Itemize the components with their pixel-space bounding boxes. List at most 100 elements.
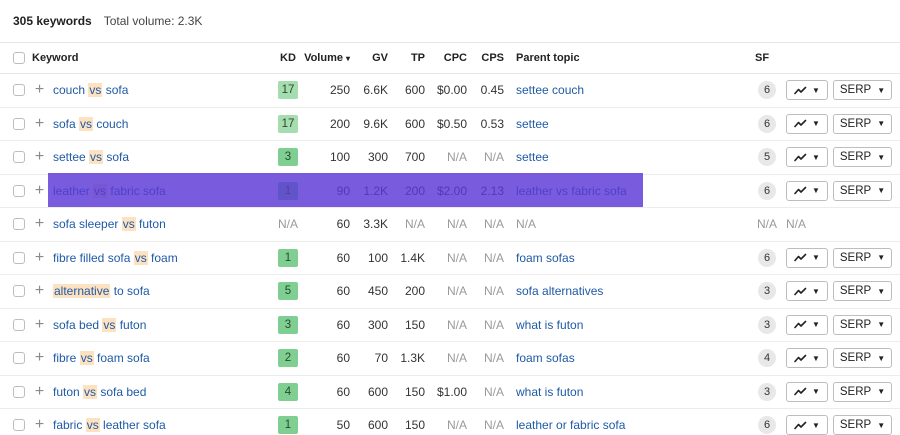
table-row[interactable]: + leather vs fabric sofa 1 90 1.2K 200 $2.00 2.… bbox=[0, 175, 900, 208]
row-checkbox[interactable] bbox=[13, 117, 25, 130]
serp-button[interactable]: SERP ▼ bbox=[833, 381, 892, 402]
plus-icon[interactable]: + bbox=[34, 181, 45, 199]
row-checkbox[interactable] bbox=[13, 385, 25, 398]
trend-button[interactable]: ▼ bbox=[786, 314, 828, 335]
plus-icon[interactable]: + bbox=[34, 81, 45, 99]
gv-cell: 450 bbox=[352, 275, 388, 308]
parent-topic-cell: settee couch bbox=[516, 74, 716, 107]
keyword-link[interactable]: futon vs sofa bed bbox=[53, 384, 146, 399]
parent-topic-link[interactable]: foam sofas bbox=[516, 250, 575, 265]
table-row[interactable]: + fibre filled sofa vs foam 1 60 100 1.4K N/A N… bbox=[0, 242, 900, 275]
trend-button[interactable]: ▼ bbox=[786, 80, 828, 101]
table-row[interactable]: + fabric vs leather sofa 1 50 600 150 N/A N/A le… bbox=[0, 409, 900, 435]
plus-icon[interactable]: + bbox=[34, 282, 45, 300]
table-row[interactable]: + alternative to sofa 5 60 450 200 N/A N/A sofa … bbox=[0, 275, 900, 309]
keyword-link[interactable]: sofa bed vs futon bbox=[53, 317, 146, 332]
serp-features-count[interactable]: 6 bbox=[758, 81, 776, 100]
serp-features-count[interactable]: 3 bbox=[758, 382, 776, 401]
row-checkbox[interactable] bbox=[13, 318, 25, 331]
column-header-kd[interactable]: KD bbox=[280, 52, 296, 64]
row-checkbox[interactable] bbox=[13, 285, 25, 298]
keyword-link[interactable]: sofa sleeper vs futon bbox=[53, 217, 166, 232]
trend-button[interactable]: ▼ bbox=[786, 415, 828, 435]
keyword-link[interactable]: settee vs sofa bbox=[53, 150, 129, 165]
plus-icon[interactable]: + bbox=[34, 114, 45, 132]
column-header-keyword[interactable]: Keyword bbox=[32, 52, 79, 64]
plus-icon[interactable]: + bbox=[34, 248, 45, 266]
row-checkbox[interactable] bbox=[13, 184, 25, 197]
serp-features-count[interactable]: 3 bbox=[758, 282, 776, 301]
column-header-cps[interactable]: CPS bbox=[481, 52, 504, 64]
parent-topic-link[interactable]: sofa alternatives bbox=[516, 284, 604, 299]
serp-features-count[interactable]: 3 bbox=[758, 315, 776, 334]
parent-topic-link[interactable]: leather vs fabric sofa bbox=[516, 183, 627, 198]
parent-topic-link[interactable]: what is futon bbox=[516, 317, 584, 332]
column-header-parent-topic[interactable]: Parent topic bbox=[516, 52, 580, 64]
serp-button[interactable]: SERP ▼ bbox=[833, 348, 892, 369]
keyword-link[interactable]: fibre vs foam sofa bbox=[53, 351, 150, 366]
table-row[interactable]: + couch vs sofa 17 250 6.6K 600 $0.00 0.45 sette… bbox=[0, 74, 900, 108]
parent-topic-link[interactable]: settee bbox=[516, 116, 549, 131]
kd-badge: 2 bbox=[278, 349, 298, 368]
trend-button[interactable]: ▼ bbox=[786, 247, 828, 268]
plus-icon[interactable]: + bbox=[34, 382, 45, 400]
trend-button[interactable]: ▼ bbox=[786, 348, 828, 369]
keyword-link[interactable]: sofa vs couch bbox=[53, 116, 128, 131]
parent-topic-link[interactable]: leather or fabric sofa bbox=[516, 418, 626, 433]
volume-value: 60 bbox=[336, 317, 350, 332]
trend-button[interactable]: ▼ bbox=[786, 381, 828, 402]
table-row[interactable]: + futon vs sofa bed 4 60 600 150 $1.00 N/A what … bbox=[0, 376, 900, 409]
row-checkbox[interactable] bbox=[13, 218, 25, 231]
parent-topic-link[interactable]: what is futon bbox=[516, 384, 584, 399]
plus-icon[interactable]: + bbox=[34, 215, 45, 233]
row-checkbox[interactable] bbox=[13, 419, 25, 432]
trend-button[interactable]: ▼ bbox=[786, 281, 828, 302]
keyword-link[interactable]: fibre filled sofa vs foam bbox=[53, 250, 178, 265]
serp-features-count[interactable]: 6 bbox=[758, 416, 776, 435]
table-row[interactable]: + fibre vs foam sofa 2 60 70 1.3K N/A N/A foam s… bbox=[0, 342, 900, 376]
column-header-sf[interactable]: SF bbox=[755, 52, 770, 64]
keyword-link[interactable]: couch vs sofa bbox=[53, 83, 128, 98]
keyword-link[interactable]: leather vs fabric sofa bbox=[53, 183, 166, 198]
parent-topic-link[interactable]: foam sofas bbox=[516, 351, 575, 366]
parent-topic-link[interactable]: settee couch bbox=[516, 83, 585, 98]
row-checkbox[interactable] bbox=[13, 84, 25, 97]
trend-button[interactable]: ▼ bbox=[786, 147, 828, 168]
serp-button[interactable]: SERP ▼ bbox=[833, 415, 892, 435]
trend-button[interactable]: ▼ bbox=[786, 180, 828, 201]
plus-icon[interactable]: + bbox=[34, 315, 45, 333]
trend-button[interactable]: ▼ bbox=[786, 113, 828, 134]
serp-button[interactable]: SERP ▼ bbox=[833, 247, 892, 268]
serp-button[interactable]: SERP ▼ bbox=[833, 80, 892, 101]
parent-topic-cell: sofa alternatives bbox=[516, 275, 716, 308]
row-checkbox[interactable] bbox=[13, 251, 25, 264]
table-row[interactable]: + sofa bed vs futon 3 60 300 150 N/A N/A what is… bbox=[0, 309, 900, 342]
parent-topic-cell: leather vs fabric sofa bbox=[516, 175, 716, 208]
keyword-link[interactable]: fabric vs leather sofa bbox=[53, 418, 166, 433]
parent-topic-link[interactable]: settee bbox=[516, 150, 549, 165]
serp-button[interactable]: SERP ▼ bbox=[833, 281, 892, 302]
column-header-volume[interactable]: Volume ▾ bbox=[304, 52, 350, 64]
serp-button[interactable]: SERP ▼ bbox=[833, 314, 892, 335]
serp-features-count[interactable]: 5 bbox=[758, 148, 776, 167]
select-all-checkbox[interactable] bbox=[13, 52, 25, 64]
serp-button[interactable]: SERP ▼ bbox=[833, 147, 892, 168]
serp-features-count[interactable]: 6 bbox=[758, 181, 776, 200]
column-header-gv[interactable]: GV bbox=[372, 52, 388, 64]
keyword-link[interactable]: alternative to sofa bbox=[53, 284, 150, 299]
table-row[interactable]: + sofa vs couch 17 200 9.6K 600 $0.50 0.53 sette… bbox=[0, 108, 900, 141]
column-header-tp[interactable]: TP bbox=[410, 52, 425, 64]
plus-icon[interactable]: + bbox=[34, 148, 45, 166]
serp-features-count[interactable]: 6 bbox=[758, 248, 776, 267]
plus-icon[interactable]: + bbox=[34, 416, 45, 434]
row-checkbox[interactable] bbox=[13, 151, 25, 164]
column-header-cpc[interactable]: CPC bbox=[443, 52, 467, 64]
table-row[interactable]: + sofa sleeper vs futon N/A 60 3.3K N/A N/A N/A… bbox=[0, 208, 900, 242]
serp-button[interactable]: SERP ▼ bbox=[833, 113, 892, 134]
plus-icon[interactable]: + bbox=[34, 349, 45, 367]
serp-features-count[interactable]: 6 bbox=[758, 114, 776, 133]
row-checkbox[interactable] bbox=[13, 352, 25, 365]
serp-features-count[interactable]: 4 bbox=[758, 349, 776, 368]
serp-button[interactable]: SERP ▼ bbox=[833, 180, 892, 201]
table-row[interactable]: + settee vs sofa 3 100 300 700 N/A N/A settee 5 ▼ S… bbox=[0, 141, 900, 175]
